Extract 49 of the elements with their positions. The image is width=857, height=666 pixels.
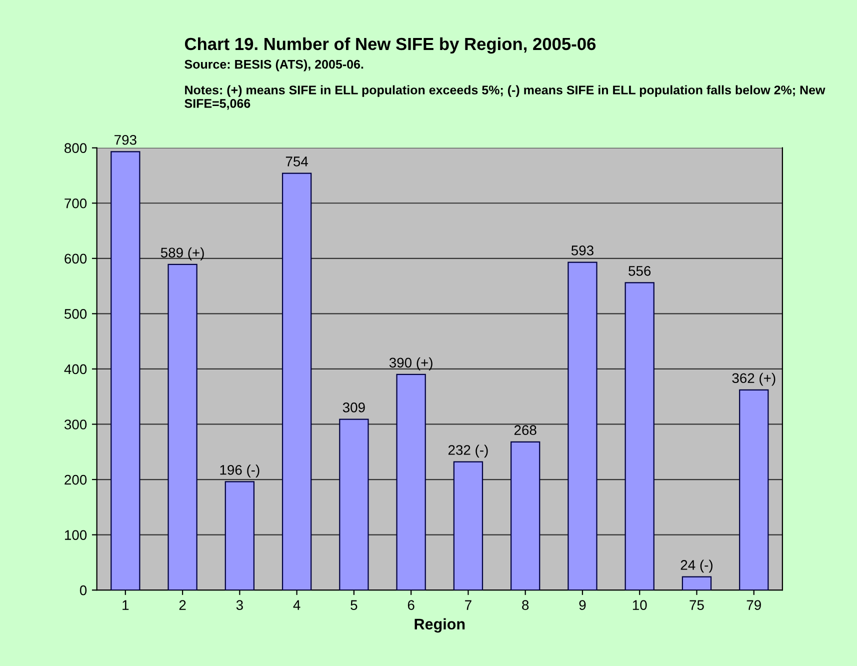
x-tick-label: 4 (293, 600, 300, 610)
x-tick-label: 6 (408, 600, 414, 610)
x-tick-label: 75 (690, 600, 704, 610)
x-tick-label: 3 (236, 600, 243, 610)
bar (682, 576, 712, 590)
bar (110, 151, 140, 590)
bar (339, 418, 369, 590)
data-label: 390 (+) (389, 357, 432, 370)
x-tick-label: 7 (465, 600, 472, 610)
x-axis-title: Region (414, 618, 465, 633)
y-tick-label: 600 (64, 254, 87, 264)
y-tick-label: 0 (80, 585, 87, 596)
data-label: 793 (114, 134, 136, 145)
bar (624, 282, 654, 590)
bar (168, 264, 198, 590)
y-tick-label: 500 (64, 309, 87, 319)
y-tick-label: 800 (64, 143, 87, 154)
chart-subtitle: Source: BESIS (ATS), 2005-06. (184, 60, 364, 72)
data-label: 589 (+) (160, 247, 204, 260)
data-label: 309 (342, 402, 365, 412)
data-label: 232 (-) (448, 444, 488, 458)
data-label: 593 (571, 246, 594, 256)
data-label: 268 (514, 425, 536, 436)
bar (739, 389, 769, 590)
text: Notes: (+) means SIFE in ELL population exceeds 5%; (-) means SIFE in ELL population falls below 2%; New SIFE=5,066 (184, 85, 826, 110)
bar (396, 374, 426, 590)
x-tick-label: 1 (122, 600, 129, 610)
y-tick-label: 100 (65, 530, 87, 540)
x-tick-label: 9 (579, 600, 586, 610)
data-label: 196 (-) (220, 464, 260, 478)
chart-title: Chart 19. Number of New SIFE by Region, 2005-06 (184, 37, 596, 54)
y-tick-label: 200 (64, 474, 87, 485)
y-tick-label: 300 (64, 420, 87, 430)
data-label: 754 (286, 156, 308, 166)
x-tick-label: 10 (632, 600, 647, 610)
bar (510, 441, 540, 590)
data-label: 362 (+) (732, 372, 776, 386)
data-label: 24 (-) (680, 560, 712, 573)
bar (453, 461, 484, 590)
bar (568, 262, 598, 590)
y-tick-label: 400 (64, 364, 87, 374)
bar (224, 481, 255, 590)
x-tick-label: 5 (350, 600, 358, 610)
data-label: 556 (628, 266, 651, 276)
x-tick-label: 2 (179, 600, 186, 610)
x-tick-label: 79 (746, 600, 761, 610)
y-tick-label: 700 (64, 198, 87, 208)
bar (282, 172, 312, 590)
x-tick-label: 8 (522, 600, 529, 610)
